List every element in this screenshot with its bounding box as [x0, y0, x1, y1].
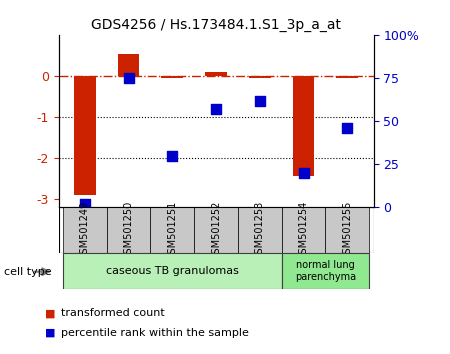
Text: caseous TB granulomas: caseous TB granulomas — [106, 266, 239, 276]
Bar — [63, 207, 107, 253]
Bar — [63, 253, 282, 289]
Bar — [150, 207, 194, 253]
Text: GSM501252: GSM501252 — [211, 200, 221, 260]
Text: cell type: cell type — [4, 267, 52, 277]
Text: GSM501255: GSM501255 — [342, 200, 352, 260]
Bar — [238, 207, 282, 253]
Text: GSM501251: GSM501251 — [167, 200, 177, 260]
Point — [125, 75, 132, 81]
Title: GDS4256 / Hs.173484.1.S1_3p_a_at: GDS4256 / Hs.173484.1.S1_3p_a_at — [91, 18, 341, 32]
Bar — [74, 76, 96, 195]
Text: ■: ■ — [45, 308, 55, 318]
Bar — [194, 207, 238, 253]
Text: ■: ■ — [45, 328, 55, 338]
Point — [169, 153, 176, 159]
Text: GSM501253: GSM501253 — [255, 200, 265, 260]
Bar — [336, 76, 358, 78]
Bar — [205, 72, 227, 76]
Point — [81, 201, 88, 206]
Bar — [117, 54, 140, 76]
Point — [300, 170, 307, 176]
Bar — [282, 207, 325, 253]
Bar — [325, 207, 369, 253]
Bar — [161, 76, 183, 78]
Point — [344, 125, 351, 131]
Bar — [249, 76, 271, 78]
Text: percentile rank within the sample: percentile rank within the sample — [61, 328, 248, 338]
Bar — [282, 253, 369, 289]
Text: GSM501249: GSM501249 — [80, 200, 90, 260]
Text: normal lung
parenchyma: normal lung parenchyma — [295, 260, 356, 282]
Point — [212, 107, 220, 112]
Text: GSM501250: GSM501250 — [123, 200, 134, 260]
Text: transformed count: transformed count — [61, 308, 165, 318]
Bar — [107, 207, 150, 253]
Text: GSM501254: GSM501254 — [298, 200, 309, 260]
Point — [256, 98, 263, 103]
Bar — [292, 76, 315, 176]
